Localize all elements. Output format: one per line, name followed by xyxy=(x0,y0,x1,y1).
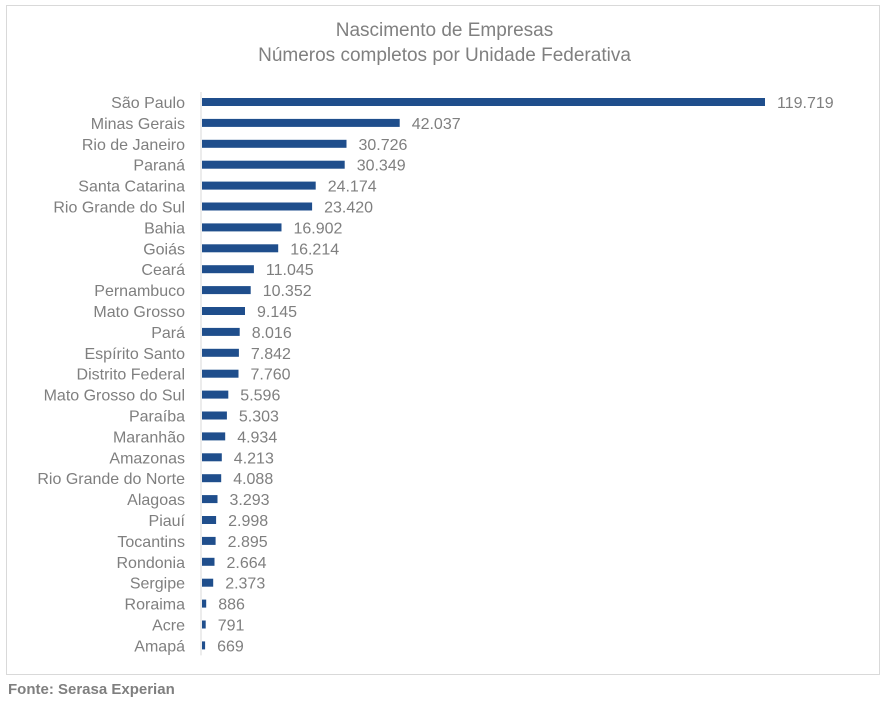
bar xyxy=(202,516,217,524)
bar xyxy=(202,327,240,336)
value-label: 7.842 xyxy=(251,346,291,363)
bar xyxy=(202,98,765,106)
value-label: 7.760 xyxy=(251,367,291,384)
bar xyxy=(202,307,245,315)
category-label: Acre xyxy=(152,618,185,635)
category-label: Maranhão xyxy=(113,429,185,446)
value-label: 4.934 xyxy=(237,429,277,446)
value-label: 5.303 xyxy=(239,409,279,426)
bar xyxy=(202,139,347,148)
bar xyxy=(202,265,254,274)
bar xyxy=(202,411,227,420)
value-label: 30.726 xyxy=(359,137,408,154)
category-label: Espírito Santo xyxy=(85,346,186,363)
value-label: 669 xyxy=(217,638,244,655)
category-label: Distrito Federal xyxy=(77,367,185,384)
source-note: Fonte: Serasa Experian xyxy=(8,681,175,698)
category-label: Pernambuco xyxy=(94,283,185,300)
value-label: 2.373 xyxy=(225,576,265,593)
category-label: Amazonas xyxy=(109,450,185,467)
bar xyxy=(202,557,215,566)
bar xyxy=(202,223,282,232)
category-label: Alagoas xyxy=(127,492,185,509)
value-label: 8.016 xyxy=(252,325,292,342)
value-label: 42.037 xyxy=(412,116,461,133)
value-label: 30.349 xyxy=(357,158,406,175)
bar xyxy=(202,118,400,127)
bar xyxy=(202,495,218,504)
value-label: 16.902 xyxy=(294,220,343,237)
bar xyxy=(202,244,279,253)
value-label: 2.895 xyxy=(228,534,268,551)
bar xyxy=(202,453,222,462)
bar xyxy=(202,369,239,378)
value-label: 5.596 xyxy=(240,388,280,405)
category-label: Ceará xyxy=(141,262,185,279)
value-label: 2.998 xyxy=(228,513,268,530)
category-label: Santa Catarina xyxy=(78,179,185,196)
bar xyxy=(202,641,206,650)
category-label: Rio Grande do Sul xyxy=(53,200,185,217)
category-label: Roraima xyxy=(125,597,186,614)
category-label: Pará xyxy=(151,325,185,342)
chart-frame xyxy=(6,5,880,675)
value-label: 791 xyxy=(218,618,245,635)
chart-subtitle: Números completos por Unidade Federativa xyxy=(258,45,631,66)
bar xyxy=(202,348,239,357)
value-label: 886 xyxy=(218,597,245,614)
bar xyxy=(202,578,214,587)
category-label: Paraíba xyxy=(129,409,185,426)
chart-title: Nascimento de Empresas xyxy=(335,20,554,41)
bar xyxy=(202,390,229,399)
category-label: Goiás xyxy=(143,241,185,258)
value-label: 119.719 xyxy=(777,95,834,112)
category-label: Bahia xyxy=(144,220,185,237)
value-label: 9.145 xyxy=(257,304,297,321)
category-label: Amapá xyxy=(134,638,185,655)
category-label: Sergipe xyxy=(130,576,185,593)
category-label: Tocantins xyxy=(117,534,185,551)
value-label: 10.352 xyxy=(263,283,312,300)
category-label: Mato Grosso xyxy=(93,304,185,321)
value-label: 3.293 xyxy=(230,492,270,509)
bar xyxy=(202,620,206,629)
category-label: Piauí xyxy=(149,513,186,530)
category-label: Paraná xyxy=(133,158,185,175)
category-label: Rio de Janeiro xyxy=(82,137,185,154)
value-label: 16.214 xyxy=(290,241,339,258)
bar xyxy=(202,536,216,545)
category-label: Rio Grande do Norte xyxy=(37,471,185,488)
value-label: 4.088 xyxy=(233,471,273,488)
bar xyxy=(202,181,316,190)
value-label: 23.420 xyxy=(324,200,373,217)
category-label: São Paulo xyxy=(111,95,185,112)
bar xyxy=(202,432,226,441)
category-label: Minas Gerais xyxy=(91,116,185,133)
bar xyxy=(202,286,251,295)
bar xyxy=(202,202,313,211)
bar xyxy=(202,599,207,608)
bar xyxy=(202,160,345,169)
category-label: Mato Grosso do Sul xyxy=(44,388,185,405)
value-label: 2.664 xyxy=(227,555,267,572)
bar xyxy=(202,474,222,483)
value-label: 4.213 xyxy=(234,450,274,467)
value-label: 24.174 xyxy=(328,179,377,196)
category-label: Rondonia xyxy=(117,555,186,572)
value-label: 11.045 xyxy=(266,262,314,279)
